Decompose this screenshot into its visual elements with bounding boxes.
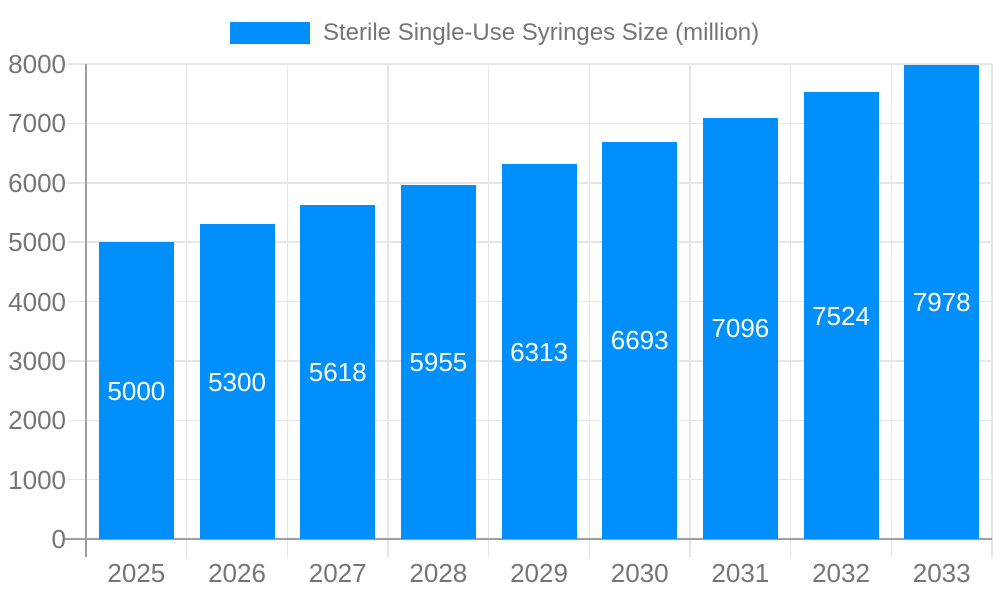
v-gridline (185, 64, 188, 557)
v-gridline (789, 64, 792, 557)
v-gridline (991, 64, 993, 557)
y-axis-tick-label: 1000 (8, 464, 66, 495)
bar-value-label: 5955 (409, 347, 468, 378)
v-gridline (588, 64, 591, 557)
y-axis-tick-label: 3000 (8, 345, 66, 376)
v-gridline (689, 64, 691, 557)
bar[interactable]: 5000 (98, 242, 174, 539)
bar[interactable]: 7524 (803, 92, 879, 539)
v-gridline (890, 64, 893, 557)
y-axis-tick-label: 0 (51, 524, 66, 554)
legend-label: Sterile Single-Use Syringes Size (millio… (323, 19, 760, 46)
v-gridline (387, 64, 389, 557)
x-axis-tick-label: 2028 (409, 558, 468, 588)
bar-value-label: 7524 (812, 300, 870, 331)
y-axis-tick-label: 2000 (8, 405, 66, 436)
x-axis-tick-label: 2025 (107, 558, 166, 588)
y-axis-tick-label: 7000 (8, 108, 66, 139)
bar[interactable]: 7096 (702, 117, 778, 539)
bar-value-label: 7096 (711, 313, 770, 344)
x-axis-tick-label: 2029 (510, 558, 568, 588)
x-axis-tick-label: 2033 (912, 558, 971, 588)
x-axis-tick-label: 2026 (208, 558, 266, 588)
legend-item[interactable]: Sterile Single-Use Syringes Size (millio… (230, 19, 759, 47)
bar[interactable]: 5618 (300, 205, 376, 539)
x-axis-tick-label: 2030 (610, 558, 669, 588)
bar[interactable]: 5300 (199, 224, 275, 539)
x-axis-tick-label: 2027 (308, 558, 367, 588)
bar-value-label: 7978 (912, 287, 971, 318)
bar-value-label: 5000 (107, 375, 166, 406)
legend-swatch (230, 22, 310, 44)
v-gridline (487, 64, 490, 557)
x-axis-tick-label: 2032 (812, 558, 870, 588)
bar-value-label: 5618 (308, 357, 367, 388)
bar-value-label: 5300 (208, 366, 266, 397)
y-axis-tick-label: 4000 (8, 286, 66, 317)
bar-value-label: 6313 (510, 336, 568, 367)
v-gridline (286, 64, 289, 557)
h-gridline (68, 122, 992, 125)
y-axis-tick-label: 8000 (8, 49, 66, 79)
bar[interactable]: 7978 (904, 65, 980, 539)
x-axis-tick-label: 2031 (711, 558, 770, 588)
bar[interactable]: 6313 (501, 164, 577, 539)
h-gridline (68, 63, 992, 65)
y-axis-tick-label: 6000 (8, 167, 66, 198)
x-axis-baseline (63, 538, 992, 540)
bar[interactable]: 5955 (400, 185, 476, 539)
y-axis-line (85, 64, 87, 557)
bar-value-label: 6693 (610, 325, 669, 356)
y-axis-tick-label: 5000 (8, 227, 66, 258)
bar[interactable]: 6693 (602, 141, 678, 539)
